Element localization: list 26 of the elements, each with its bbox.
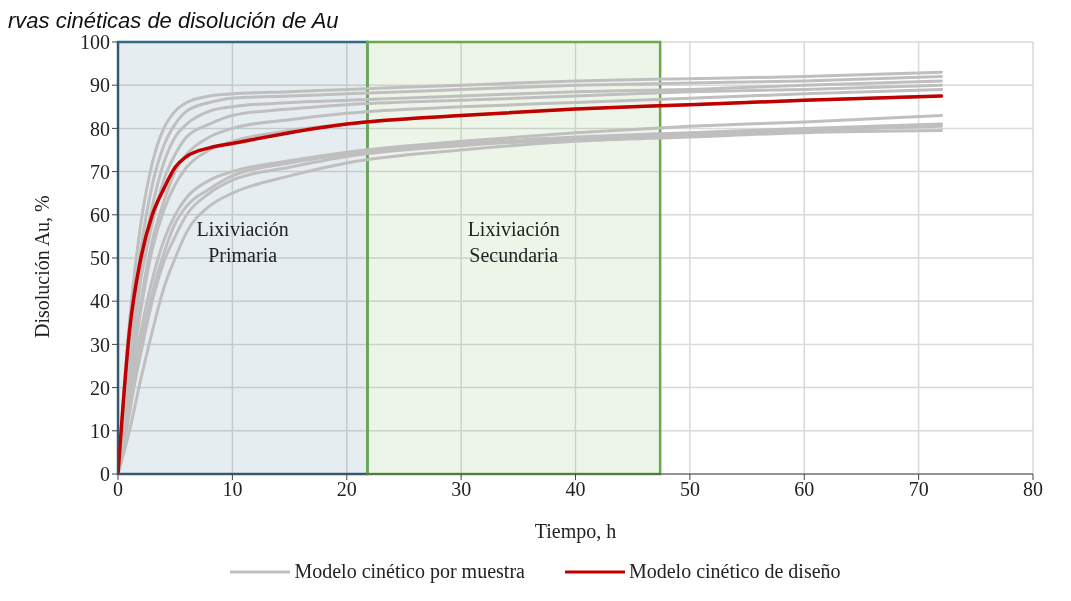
y-axis-title: Disolución Au, % [31, 195, 54, 338]
y-tick-label: 0 [100, 463, 110, 486]
x-tick-label: 60 [794, 478, 815, 501]
y-tick-label: 100 [80, 31, 110, 54]
x-tick-label: 70 [908, 478, 929, 501]
x-tick-label: 10 [222, 478, 243, 501]
x-tick-label: 50 [679, 478, 700, 501]
y-tick-label: 60 [90, 203, 110, 226]
x-tick-label: 40 [565, 478, 586, 501]
x-tick-label: 20 [336, 478, 357, 501]
y-tick-label: 10 [90, 419, 110, 442]
chart-title: rvas cinéticas de disolución de Au [8, 8, 340, 34]
legend-label: Modelo cinético de diseño [628, 560, 841, 583]
y-tick-label: 30 [90, 333, 110, 356]
y-tick-label: 20 [90, 376, 110, 399]
y-tick-label: 80 [90, 117, 110, 140]
legend-label: Modelo cinético por muestra [294, 560, 525, 583]
x-tick-label: 30 [451, 478, 472, 501]
y-tick-label: 70 [90, 160, 110, 183]
y-tick-label: 40 [90, 290, 110, 313]
y-tick-label: 50 [90, 247, 110, 270]
y-tick-label: 90 [90, 74, 110, 97]
x-tick-label: 80 [1023, 478, 1043, 501]
band-label: Lixiviación Primaria [196, 218, 289, 267]
band-label: Lixiviación Secundaria [467, 218, 560, 267]
x-axis-title: Tiempo, h [534, 520, 617, 543]
